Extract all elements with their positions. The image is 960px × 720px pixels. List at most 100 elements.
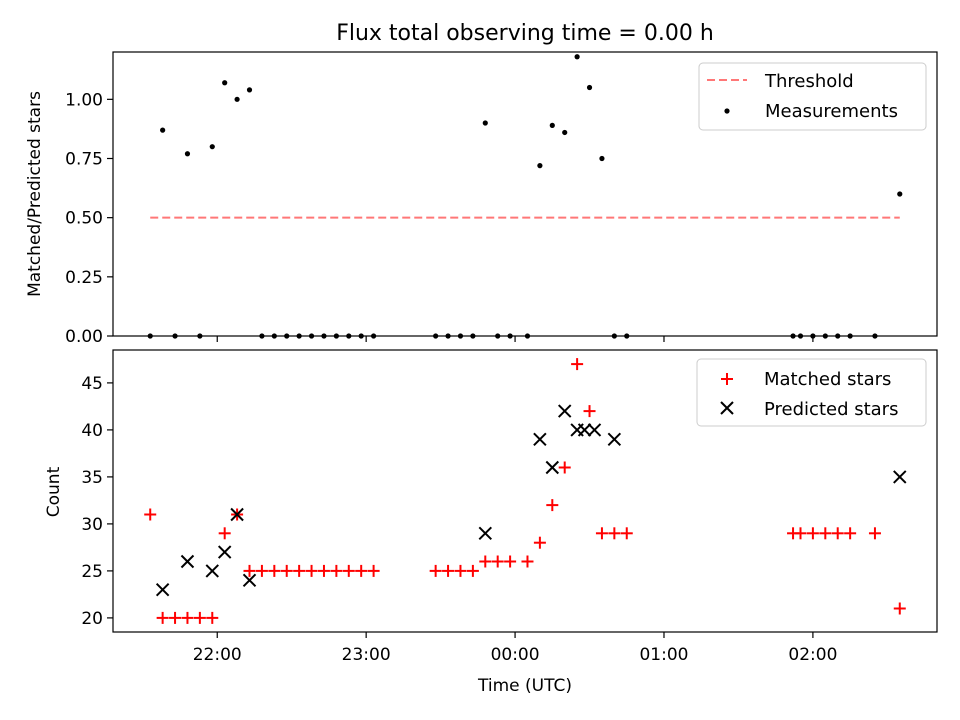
- legend-measurements-label: Measurements: [765, 101, 898, 122]
- top-y-ticks: 0.00 0.25 0.50 0.75 1.00: [65, 90, 113, 347]
- matched-star-point: [305, 564, 318, 577]
- matched-star-point: [355, 564, 368, 577]
- legend-matched-icon: [721, 373, 733, 385]
- matched-star-point: [268, 564, 281, 577]
- bottom-panel: 20 25 30 35 40 45 22:00 23:00 00:00 01:00 02:00 C…: [44, 349, 938, 696]
- matched-star-point: [504, 555, 517, 568]
- predicted-star-point: [533, 432, 547, 447]
- matched-star-point: [429, 564, 442, 577]
- top-y-tick-label: 0.50: [65, 209, 103, 229]
- matched-star-point: [280, 564, 293, 577]
- predicted-star-point: [205, 564, 219, 578]
- predicted-star-point: [180, 554, 195, 569]
- legend-measurements-icon: [724, 108, 730, 114]
- top-y-tick-label: 0.25: [65, 268, 103, 288]
- predicted-star-point: [545, 460, 560, 475]
- measurement-point: [160, 127, 166, 133]
- matched-star-point: [367, 564, 380, 577]
- bottom-x-ticks: 22:00 23:00 00:00 01:00 02:00: [193, 632, 837, 665]
- bottom-y-tick-label: 30: [81, 515, 103, 535]
- predicted-star-point: [155, 582, 170, 597]
- predicted-star-point: [558, 404, 572, 418]
- predicted-star-point: [230, 507, 244, 522]
- matched-star-point: [255, 564, 268, 577]
- top-legend-box: [698, 62, 927, 131]
- matched-star-point: [454, 564, 467, 577]
- matched-star-point: [583, 405, 596, 418]
- measurement-point: [586, 84, 593, 91]
- bottom-y-tick-label: 35: [81, 468, 103, 488]
- x-axis-label: Time (UTC): [477, 676, 572, 696]
- measurement-point: [574, 54, 580, 60]
- matched-star-point: [491, 555, 504, 568]
- matched-star-point: [608, 527, 621, 540]
- matched-star-point: [144, 508, 157, 521]
- bottom-y-axis-label: Count: [44, 466, 64, 517]
- matched-star-point: [479, 555, 492, 568]
- chart-title: Flux total observing time = 0.00 h: [336, 21, 714, 46]
- matched-star-point: [546, 499, 559, 512]
- bottom-marks: [144, 358, 907, 624]
- bottom-y-tick-label: 20: [81, 609, 103, 629]
- matched-star-point: [819, 527, 832, 540]
- matched-star-point: [595, 527, 608, 540]
- predicted-star-point: [587, 423, 602, 437]
- matched-star-point: [868, 527, 881, 540]
- measurement-point: [184, 151, 191, 157]
- bottom-y-tick-label: 45: [81, 374, 103, 394]
- matched-star-point: [243, 564, 256, 577]
- matched-star-point: [442, 564, 455, 577]
- bottom-y-ticks: 20 25 30 35 40 45: [81, 374, 113, 629]
- measurement-point: [209, 144, 215, 150]
- matched-star-point: [181, 611, 194, 624]
- legend-predicted-icon: [720, 401, 734, 415]
- top-y-axis-label: Matched/Predicted stars: [25, 91, 45, 297]
- predicted-star-point: [242, 573, 257, 588]
- matched-star-point: [342, 564, 355, 577]
- matched-star-point: [206, 611, 219, 624]
- top-panel: 0.00 0.25 0.50 0.75 1.00 Matched/Predicted s…: [25, 51, 938, 347]
- matched-star-point: [193, 611, 206, 624]
- measurement-point: [482, 120, 488, 126]
- matched-star-point: [533, 536, 546, 549]
- measurement-point: [562, 129, 568, 136]
- matched-star-point: [558, 461, 571, 474]
- measurement-point: [234, 96, 240, 102]
- predicted-star-point: [217, 545, 232, 559]
- measurement-point: [549, 122, 555, 128]
- matched-star-point: [156, 611, 169, 624]
- matched-star-point: [806, 527, 819, 540]
- predicted-star-point: [607, 432, 622, 447]
- matched-star-point: [293, 564, 306, 577]
- measurement-point: [897, 191, 903, 197]
- measurement-point: [537, 163, 543, 169]
- top-y-tick-label: 0.00: [65, 327, 103, 347]
- measurement-point: [246, 87, 253, 93]
- predicted-star-point: [478, 526, 492, 541]
- bottom-y-tick-label: 25: [81, 562, 103, 582]
- legend-matched-label: Matched stars: [764, 369, 891, 390]
- matched-star-point: [794, 527, 807, 540]
- x-tick-label: 02:00: [788, 645, 837, 665]
- measurement-point: [222, 80, 228, 86]
- bottom-legend: Matched stars Predicted stars: [696, 358, 927, 427]
- matched-star-point: [330, 564, 343, 577]
- x-tick-label: 23:00: [342, 645, 391, 665]
- matched-star-point: [893, 602, 906, 615]
- matched-star-point: [317, 564, 330, 577]
- top-x-ticks: [216, 336, 814, 342]
- bottom-legend-box: [696, 358, 927, 427]
- x-tick-label: 00:00: [491, 645, 540, 665]
- top-axes-frame: [112, 51, 938, 337]
- bottom-axes-frame: [112, 349, 938, 633]
- matched-star-point: [521, 555, 534, 568]
- matched-star-point: [169, 611, 182, 624]
- top-y-tick-label: 0.75: [65, 150, 103, 170]
- bottom-y-tick-label: 40: [81, 421, 103, 441]
- legend-threshold-label: Threshold: [764, 71, 854, 92]
- x-tick-label: 01:00: [639, 645, 688, 665]
- matched-star-point: [466, 564, 479, 577]
- x-tick-label: 22:00: [193, 645, 242, 665]
- matched-star-point: [831, 527, 844, 540]
